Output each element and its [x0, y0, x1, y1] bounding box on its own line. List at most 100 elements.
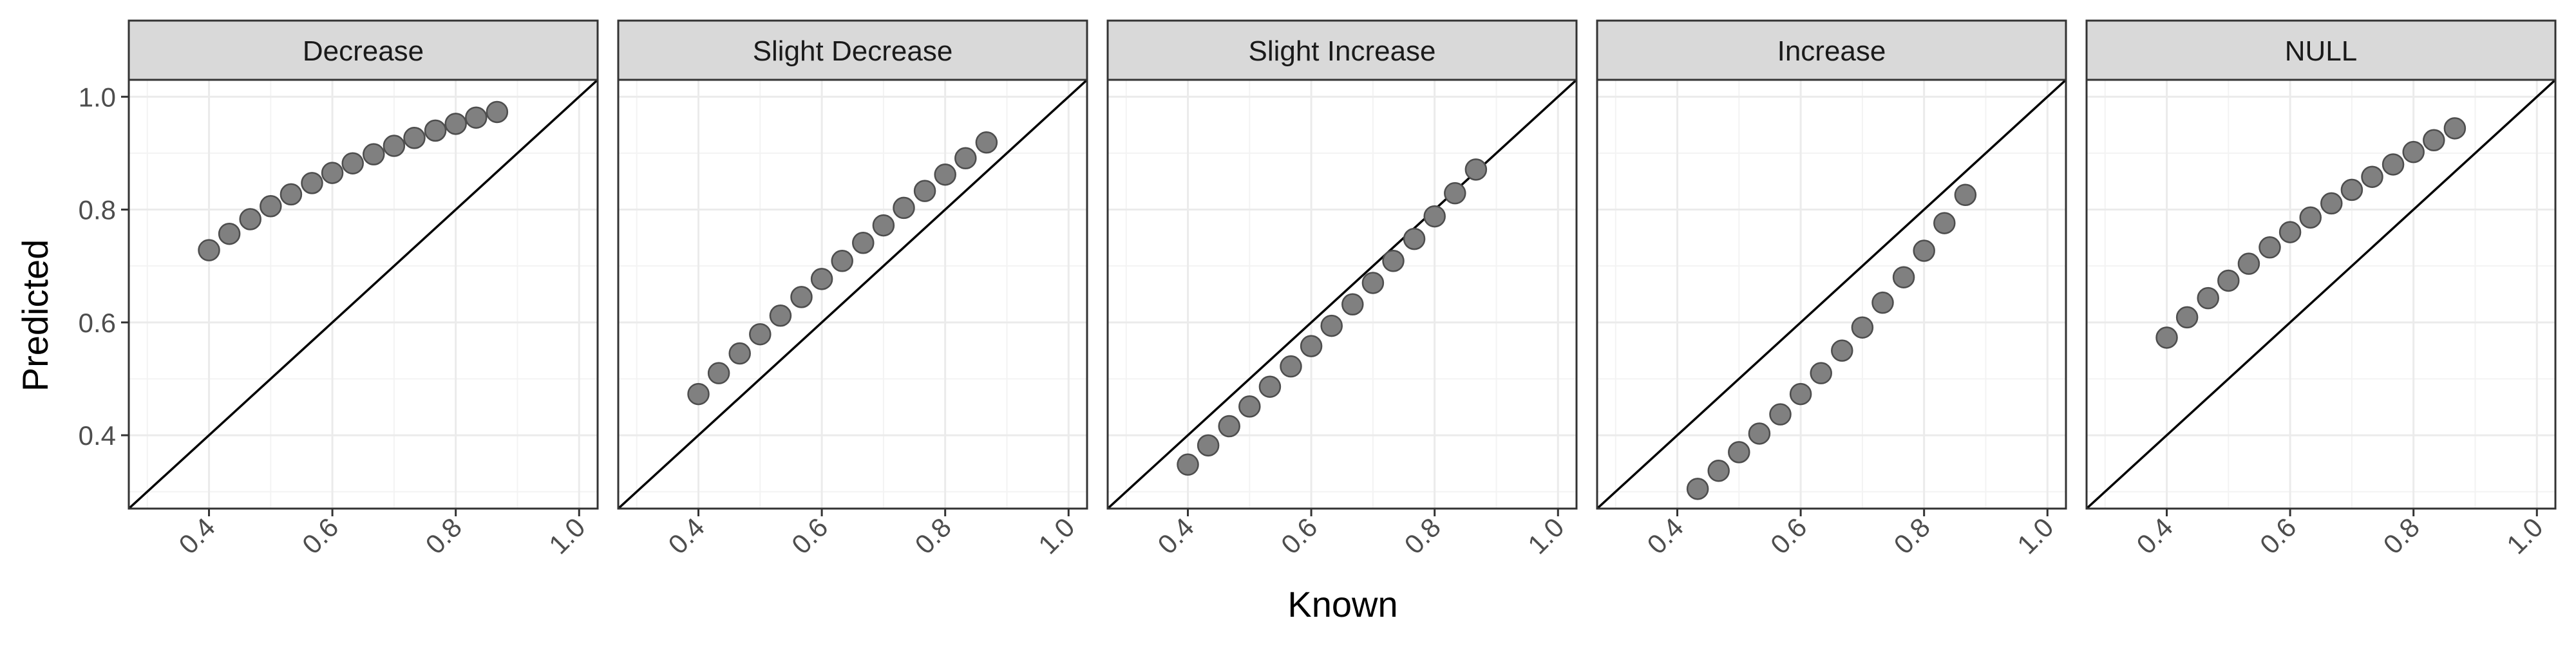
data-point: [1361, 272, 1385, 294]
reference-line-identity: [129, 80, 598, 509]
data-point: [341, 152, 364, 174]
x-tick-label: 1.0: [2501, 512, 2549, 560]
data-point: [1258, 375, 1282, 398]
x-tick-label: 0.8: [1399, 512, 1447, 560]
data-point: [1197, 434, 1220, 457]
data-point: [279, 183, 303, 206]
x-tick-label: 0.4: [662, 512, 710, 560]
data-point: [1810, 362, 1832, 384]
facet-panel: Increase 0.4 0.6 0.8 1.0: [1596, 19, 2067, 560]
data-point: [1464, 158, 1488, 181]
data-point: [2443, 117, 2467, 140]
data-point: [1728, 441, 1750, 464]
data-point: [687, 382, 710, 406]
data-point: [1892, 266, 1915, 288]
x-tick-label: 0.8: [2378, 512, 2426, 560]
facet-panel: Decrease 0.4 0.6 0.8 1.0 0.4 0.6 0.8 1.0: [79, 19, 599, 560]
data-point: [1748, 422, 1771, 445]
x-tick-label: 1.0: [543, 512, 591, 560]
data-point: [2382, 153, 2405, 176]
data-point: [198, 239, 220, 261]
x-tick-label: 1.0: [1032, 512, 1081, 560]
y-axis-label: Predicted: [15, 239, 55, 392]
data-point: [2237, 252, 2260, 275]
facet-strip-label: NULL: [2285, 35, 2358, 67]
x-tick-label: 0.8: [909, 512, 958, 560]
facet-strip-label: Slight Increase: [1248, 35, 1435, 67]
data-point: [810, 268, 833, 290]
facet-strip: [617, 19, 1088, 81]
x-tick-label: 0.6: [2254, 512, 2302, 560]
data-point: [1789, 382, 1812, 406]
x-tick-label: 0.8: [1888, 512, 1937, 560]
data-point: [363, 143, 385, 165]
facet-panel: NULL 0.4 0.6 0.8 1.0: [2085, 19, 2557, 560]
data-point: [2299, 206, 2322, 229]
data-point: [403, 127, 426, 149]
data-point: [1933, 212, 1956, 234]
data-point: [1423, 205, 1446, 228]
data-point: [1831, 339, 1853, 362]
data-point: [872, 214, 895, 237]
data-point: [2175, 306, 2199, 329]
data-point: [954, 147, 977, 170]
data-point: [239, 208, 261, 230]
data-point: [301, 172, 323, 194]
data-point: [2217, 269, 2240, 292]
data-point: [383, 135, 406, 157]
y-tick-label: 0.4: [79, 420, 116, 451]
data-point: [728, 342, 751, 365]
x-tick-label: 0.4: [1151, 512, 1200, 560]
facet-strip: [1596, 19, 2067, 81]
data-point: [1954, 183, 1977, 207]
data-point: [218, 222, 241, 245]
data-point: [2259, 236, 2281, 259]
data-point: [1218, 415, 1240, 438]
data-point: [2361, 165, 2383, 188]
facet-panel: Slight Increase 0.4 0.6 0.8 1.0: [1106, 19, 1578, 560]
facet-strip-label: Increase: [1777, 35, 1886, 67]
reference-line-identity: [1597, 80, 2066, 509]
data-point: [934, 163, 956, 186]
data-point: [1686, 478, 1709, 500]
x-tick-label: 0.8: [420, 512, 468, 560]
data-point: [707, 362, 730, 384]
data-point: [2197, 286, 2219, 310]
x-tick-label: 1.0: [1522, 512, 1570, 560]
x-tick-label: 0.4: [2130, 512, 2179, 560]
data-point: [1238, 395, 1261, 418]
data-point: [1300, 335, 1323, 357]
data-point: [1444, 182, 1466, 205]
data-point: [486, 100, 509, 124]
reference-line-identity: [1108, 80, 1577, 509]
facet-strip: [1106, 19, 1578, 81]
data-point: [424, 119, 447, 142]
data-point: [1769, 403, 1792, 426]
reference-line-identity: [2087, 80, 2555, 509]
data-point: [260, 195, 282, 218]
data-point: [444, 113, 467, 135]
data-point: [1851, 316, 1874, 339]
facet-strip-label: Decrease: [303, 35, 424, 67]
data-point: [2155, 326, 2178, 349]
data-point: [1871, 291, 1894, 314]
data-point: [893, 196, 915, 220]
x-tick-label: 0.6: [1765, 512, 1813, 560]
data-point: [321, 162, 344, 184]
data-point: [2340, 178, 2363, 202]
data-point: [1280, 355, 1302, 378]
facet-panel: Slight Decrease 0.4 0.6 0.8 1.0: [617, 19, 1088, 560]
y-tick-label: 0.8: [79, 195, 116, 225]
facet-strip: [2085, 19, 2557, 81]
data-point: [2278, 221, 2302, 243]
data-point: [1913, 239, 1935, 262]
data-point: [1382, 250, 1405, 272]
data-point: [2423, 129, 2445, 152]
data-point: [769, 305, 792, 327]
x-tick-label: 0.4: [173, 512, 221, 560]
data-point: [913, 180, 936, 202]
facet-strip-label: Slight Decrease: [753, 35, 953, 67]
x-tick-label: 0.6: [786, 512, 834, 560]
